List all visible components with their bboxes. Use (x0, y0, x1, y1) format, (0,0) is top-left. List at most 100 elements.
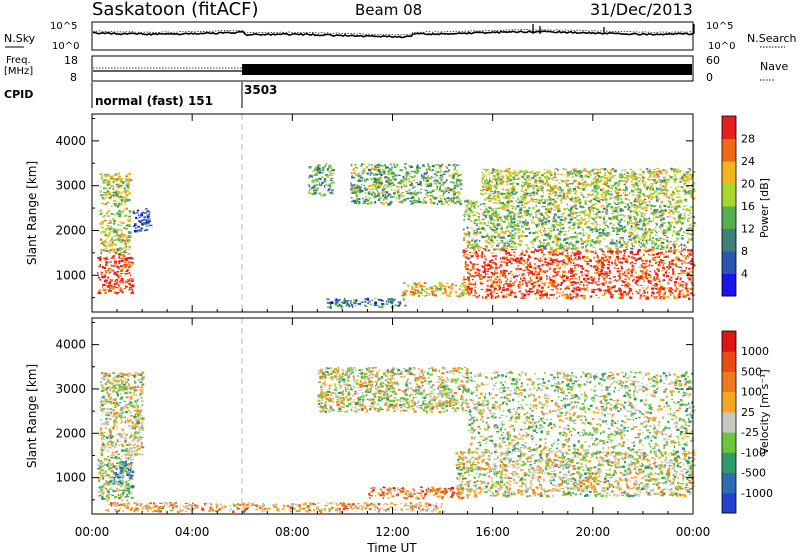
power-echo-cell-0 (111, 288, 115, 290)
power-echo-cell-8 (626, 245, 629, 246)
power-echo-cell-8 (476, 211, 479, 215)
power-echo-cell-4 (409, 176, 412, 178)
power-echo-cell-8 (573, 217, 577, 219)
power-echo-cell-7 (553, 282, 557, 285)
power-echo-cell-8 (561, 213, 564, 215)
power-echo-cell-9 (653, 174, 657, 177)
power-echo-cell-7 (570, 272, 573, 274)
power-echo-cell-5 (404, 304, 407, 307)
power-echo-cell-7 (618, 272, 621, 275)
power-echo-cell-6 (425, 295, 428, 297)
power-echo-cell-4 (403, 183, 406, 187)
power-echo-cell-4 (393, 165, 397, 169)
power-echo-cell-8 (563, 212, 566, 214)
power-echo-cell-7 (685, 284, 688, 287)
power-echo-cell-7 (649, 270, 651, 273)
power-echo-cell-8 (521, 222, 523, 225)
power-echo-cell-8 (671, 234, 674, 237)
power-echo-cell-8 (514, 228, 517, 231)
power-echo-cell-5 (368, 300, 371, 303)
power-echo-cell-7 (584, 249, 589, 252)
power-echo-cell-8 (517, 235, 522, 238)
power-echo-cell-8 (563, 216, 567, 219)
power-echo-cell-6 (429, 288, 432, 290)
power-echo-cell-8 (487, 210, 492, 212)
power-echo-cell-7 (508, 286, 512, 288)
power-echo-cell-6 (404, 292, 407, 295)
power-echo-cell-7 (558, 252, 562, 255)
power-echo-cell-8 (656, 208, 659, 211)
power-echo-cell-7 (492, 283, 495, 286)
power-echo-cell-7 (620, 289, 622, 292)
power-echo-cell-6 (405, 289, 409, 293)
power-echo-cell-7 (470, 274, 474, 277)
power-echo-cell-7 (625, 280, 627, 282)
power-echo-cell-7 (536, 280, 538, 283)
power-echo-cell-4 (427, 185, 431, 187)
power-echo-cell-7 (499, 286, 501, 289)
power-echo-cell-9 (636, 184, 639, 187)
power-echo-cell-4 (387, 170, 391, 173)
power-echo-cell-0 (105, 261, 109, 264)
power-echo-cell-8 (513, 237, 516, 240)
power-echo-cell-4 (379, 197, 383, 199)
power-echo-cell-8 (467, 244, 469, 246)
power-echo-cell-9 (589, 170, 591, 173)
power-echo-cell-8 (527, 213, 531, 216)
power-echo-cell-8 (610, 239, 614, 241)
power-echo-cell-7 (558, 251, 561, 253)
power-echo-cell-4 (452, 189, 455, 192)
power-echo-cell-7 (572, 259, 575, 261)
power-echo-cell-7 (523, 293, 525, 295)
power-echo-cell-3 (328, 165, 331, 168)
power-echo-cell-9 (530, 198, 532, 201)
power-echo-cell-8 (629, 217, 632, 220)
power-echo-cell-5 (371, 299, 374, 301)
power-echo-cell-7 (555, 258, 558, 260)
power-echo-cell-1 (108, 242, 110, 246)
power-echo-cell-7 (471, 267, 474, 269)
power-echo-cell-7 (544, 271, 547, 274)
power-echo-cell-1 (115, 252, 118, 255)
power-echo-cell-4 (447, 203, 451, 205)
power-echo-cell-8 (570, 236, 573, 238)
power-echo-cell-2 (149, 211, 151, 214)
power-echo-cell-1 (104, 234, 107, 236)
power-echo-cell-9 (553, 187, 556, 189)
power-echo-cell-4 (423, 172, 427, 175)
power-echo-cell-8 (540, 245, 545, 247)
power-echo-cell-0 (104, 274, 106, 277)
power-echo-cell-4 (426, 171, 429, 174)
power-echo-cell-4 (363, 184, 365, 187)
power-echo-cell-6 (421, 295, 423, 297)
power-echo-cell-9 (521, 175, 525, 178)
power-echo-cell-8 (634, 209, 638, 212)
power-echo-cell-4 (369, 173, 371, 176)
power-echo-cell-9 (638, 194, 641, 198)
power-echo-cell-8 (556, 237, 560, 240)
power-echo-cell-8 (636, 221, 639, 224)
power-echo-cell-1 (114, 203, 117, 206)
power-echo-cell-7 (690, 248, 693, 251)
power-echo-cell-9 (638, 196, 640, 199)
power-echo-cell-7 (577, 281, 579, 284)
power-echo-cell-7 (506, 278, 509, 280)
power-echo-cell-8 (565, 241, 569, 244)
power-echo-cell-7 (687, 249, 691, 252)
power-echo-cell-1 (118, 215, 122, 217)
power-echo-cell-8 (632, 206, 635, 208)
power-echo-cell-9 (492, 171, 496, 173)
power-echo-cell-8 (666, 201, 669, 203)
power-echo-cell-0 (97, 272, 99, 274)
power-echo-cell-8 (615, 227, 619, 230)
power-echo-cell-7 (635, 281, 637, 285)
power-echo-cell-8 (617, 205, 620, 208)
power-echo-cell-8 (532, 239, 536, 242)
power-echo-cell-9 (692, 171, 696, 173)
power-echo-cell-8 (680, 247, 683, 249)
power-echo-cell-4 (402, 175, 405, 179)
power-echo-cell-8 (642, 233, 646, 236)
power-echo-cell-4 (408, 192, 411, 195)
power-echo-cell-7 (636, 279, 640, 282)
power-echo-cell-7 (500, 261, 503, 263)
